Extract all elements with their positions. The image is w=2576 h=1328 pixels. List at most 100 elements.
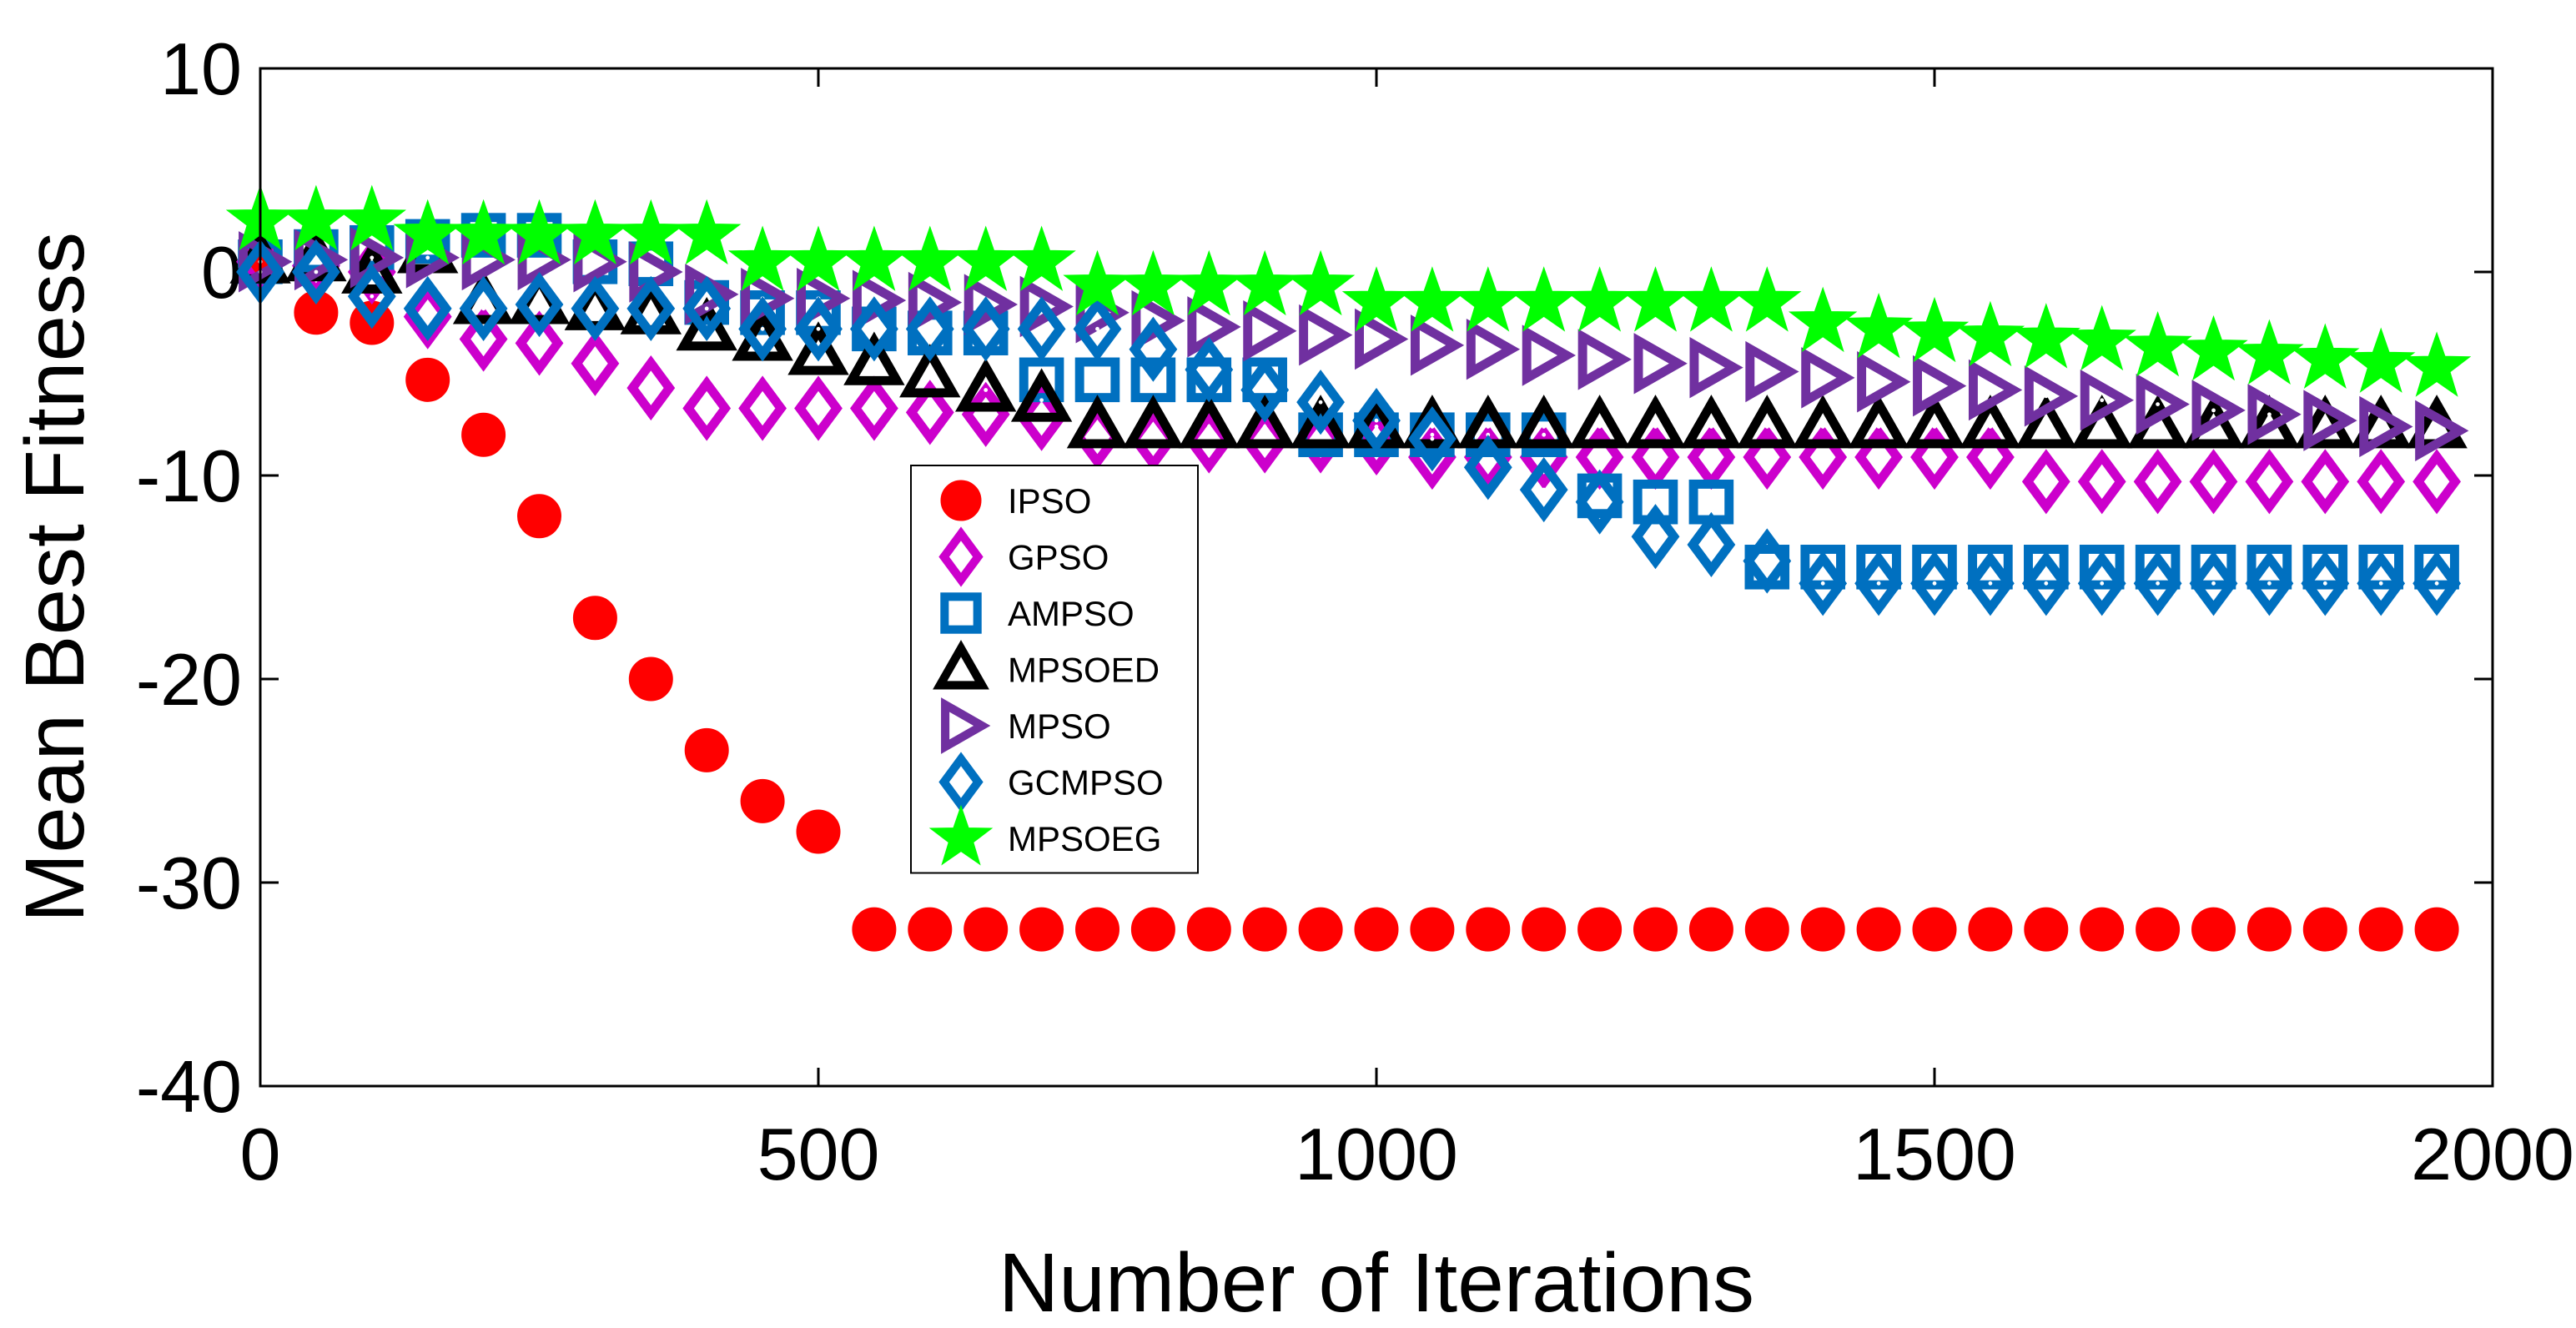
data-point-ipso [2024, 907, 2069, 952]
data-point-ipso [2191, 907, 2236, 952]
data-point-gcmpso [1129, 316, 1178, 382]
data-point-gcmpso [2189, 551, 2238, 616]
data-point-mpsoed [843, 331, 905, 385]
legend-label-ipso: IPSO [1008, 481, 1091, 521]
data-point-ipso [2302, 907, 2347, 952]
data-point-ipso [2414, 907, 2459, 952]
x-tick-label: 0 [240, 1113, 281, 1195]
data-point-ipso [405, 357, 450, 402]
data-point-gcmpso [1296, 370, 1345, 435]
data-point-gpso [2021, 449, 2070, 515]
data-point-mpso [1466, 319, 1521, 380]
data-point-mpsoeg [2123, 310, 2192, 377]
data-point-gcmpso [1910, 551, 1959, 616]
data-point-mpsoed [1010, 368, 1073, 422]
legend-label-gpso: GPSO [1008, 538, 1109, 577]
data-point-ipso [1242, 907, 1287, 952]
data-point-mpsoeg [1007, 225, 1076, 291]
data-point-ipso [1800, 907, 1845, 952]
data-point-mpsoeg [2291, 323, 2360, 389]
data-point-mpso [1968, 359, 2023, 421]
data-point-gpso [2301, 449, 2350, 515]
x-tick-label: 2000 [2411, 1113, 2574, 1195]
data-point-gcmpso [1017, 296, 1066, 362]
data-point-mpso [1355, 308, 1409, 370]
data-point-gcmpso [905, 296, 954, 362]
data-point-gcmpso [2357, 551, 2406, 616]
data-point-mpsoeg [2067, 304, 2136, 371]
data-point-ipso [1410, 907, 1455, 952]
data-point-mpsoeg [1285, 249, 1356, 316]
data-point-gpso [2133, 449, 2182, 515]
x-tick-label: 1000 [1295, 1113, 1458, 1195]
x-axis-title: Number of Iterations [999, 1236, 1754, 1328]
data-point-mpsoed [1234, 395, 1296, 449]
legend-marker-mpsoed [933, 640, 989, 690]
data-point-gcmpso [626, 275, 676, 342]
data-point-ipso [1633, 907, 1678, 952]
data-point-ipso [572, 596, 617, 641]
data-point-mpso [1522, 324, 1577, 386]
data-point-gcmpso [2021, 551, 2070, 616]
y-tick-label: -10 [136, 435, 242, 517]
data-point-mpso [2359, 395, 2413, 458]
data-point-gcmpso [403, 275, 452, 342]
data-point-mpso [2303, 390, 2357, 451]
data-point-mpsoed [1960, 395, 2021, 449]
data-point-gcmpso [1240, 357, 1290, 423]
data-point-mpsoeg [1733, 266, 1802, 332]
data-point-mpsoed [1680, 395, 1743, 449]
data-point-mpso [1745, 340, 1799, 403]
data-point-ipso [2136, 907, 2181, 952]
data-point-gcmpso [2077, 551, 2126, 616]
data-point-gpso [1799, 424, 1848, 490]
data-point-gpso [905, 380, 954, 445]
series-gcmpso [236, 239, 2461, 616]
legend: IPSO GPSO AMPSO MPSOED MPSO GCMPSO MPSOEG [910, 465, 1199, 874]
data-point-gcmpso [1687, 511, 1736, 578]
data-point-ipso [1019, 907, 1064, 952]
data-point-gcmpso [1743, 528, 1792, 594]
data-point-mpsoeg [337, 184, 406, 251]
plot-frame [259, 67, 2494, 1088]
data-point-mpso [1577, 329, 1632, 390]
data-point-gcmpso [292, 239, 340, 305]
data-point-ipso [1968, 907, 2013, 952]
data-point-gcmpso [459, 275, 508, 342]
legend-marker-ipso [940, 480, 982, 521]
data-point-gcmpso [2245, 551, 2294, 616]
data-point-gpso [1854, 424, 1903, 490]
x-tick-label: 1500 [1853, 1113, 2016, 1195]
data-point-gcmpso [1854, 551, 1903, 616]
data-point-mpso [1801, 347, 1855, 409]
data-point-ipso [1856, 907, 1901, 952]
data-point-mpsoeg [2347, 327, 2416, 393]
data-point-mpsoed [954, 358, 1017, 412]
data-point-mpso [2415, 400, 2469, 462]
data-point-ipso [517, 494, 561, 539]
data-point-mpsoed [1178, 395, 1240, 449]
data-point-ipso [796, 809, 841, 854]
data-point-gcmpso [2133, 551, 2182, 616]
data-point-gpso [682, 375, 732, 441]
data-point-gcmpso [738, 296, 787, 362]
data-point-mpsoed [1904, 395, 1965, 449]
data-point-ipso [1522, 907, 1567, 952]
data-point-gcmpso [1575, 469, 1624, 535]
y-tick-label: 0 [201, 231, 242, 314]
data-point-mpsoeg [672, 199, 742, 265]
data-point-gcmpso [1408, 405, 1457, 472]
data-point-gpso [738, 375, 787, 441]
data-point-gcmpso [1966, 551, 2015, 616]
data-point-gcmpso [571, 275, 620, 342]
data-point-mpsoed [1066, 395, 1129, 449]
data-point-gpso [2189, 449, 2238, 515]
data-point-mpsoed [1736, 395, 1799, 449]
data-point-ipso [908, 907, 953, 952]
data-point-mpsoeg [2179, 314, 2248, 381]
data-point-mpsoeg [2011, 303, 2080, 369]
data-point-gcmpso [682, 275, 732, 342]
data-point-ipso [1354, 907, 1399, 952]
